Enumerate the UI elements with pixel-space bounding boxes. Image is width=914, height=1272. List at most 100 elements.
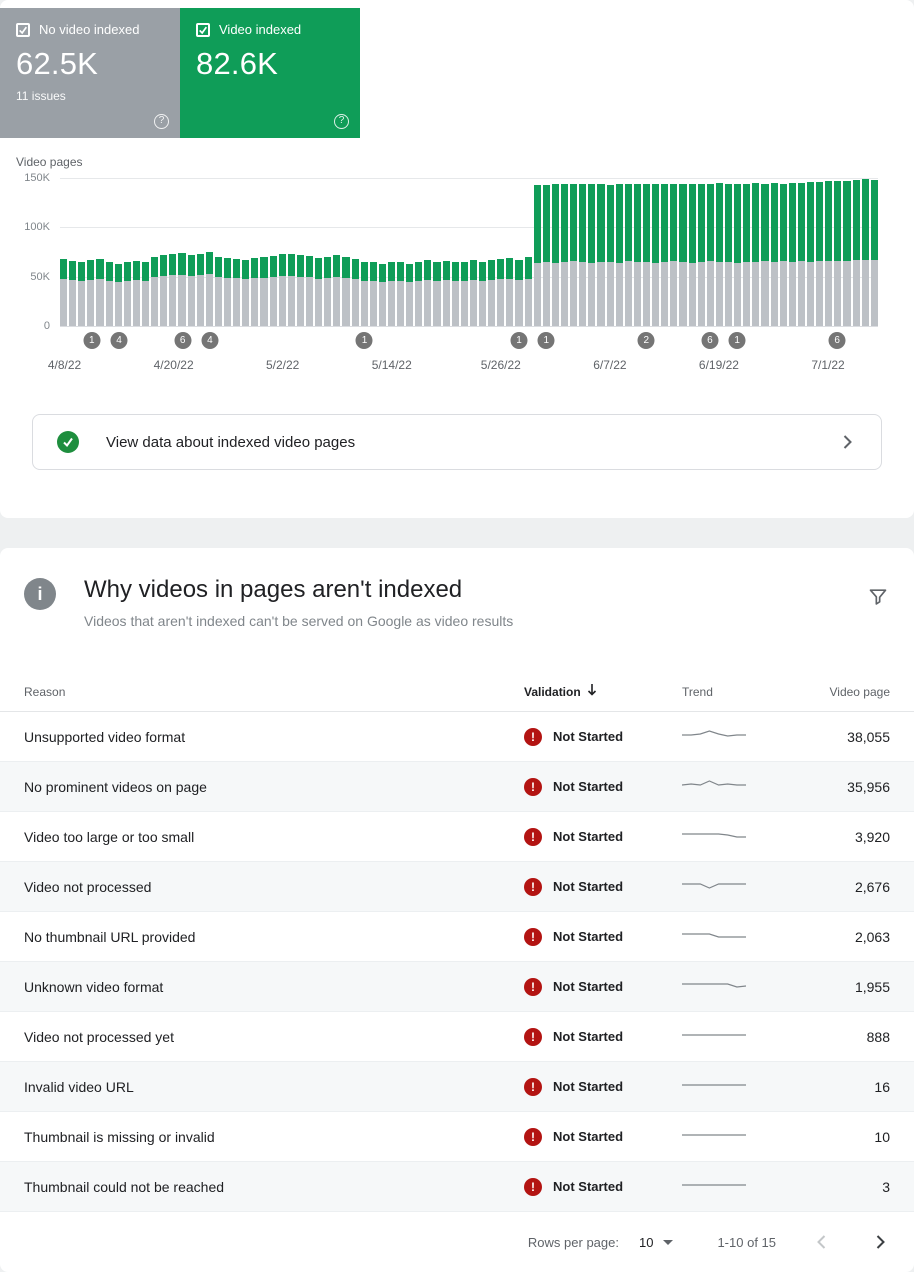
chart-bar[interactable]	[688, 178, 696, 326]
table-row[interactable]: Video not processed yet ! Not Started 88…	[0, 1012, 914, 1062]
chart-bar[interactable]	[169, 178, 177, 326]
chart-bar[interactable]	[360, 178, 368, 326]
chart-bar[interactable]	[315, 178, 323, 326]
chart-bar[interactable]	[506, 178, 514, 326]
chart-bar[interactable]	[278, 178, 286, 326]
chart-bar[interactable]	[96, 178, 104, 326]
chart-bar[interactable]	[679, 178, 687, 326]
chart-bar[interactable]	[633, 178, 641, 326]
checkbox-checked-icon[interactable]	[16, 22, 30, 37]
chart-bar[interactable]	[60, 178, 68, 326]
annotation-marker[interactable]: 1	[510, 332, 528, 349]
chart-bar[interactable]	[770, 178, 778, 326]
chart-bar[interactable]	[524, 178, 532, 326]
chart-bar[interactable]	[734, 178, 742, 326]
annotation-marker[interactable]: 6	[701, 332, 719, 349]
chart-bar[interactable]	[324, 178, 332, 326]
chart-bar[interactable]	[196, 178, 204, 326]
rows-per-page-select[interactable]: 10	[639, 1235, 674, 1250]
chart-bar[interactable]	[87, 178, 95, 326]
chart-bar[interactable]	[788, 178, 796, 326]
chart-bar[interactable]	[469, 178, 478, 326]
chart-bar[interactable]	[570, 178, 578, 326]
chart-bar[interactable]	[442, 178, 450, 326]
chart-bar[interactable]	[78, 178, 86, 326]
chart-bar[interactable]	[670, 178, 678, 326]
table-row[interactable]: Video not processed ! Not Started 2,676	[0, 862, 914, 912]
chart-bar[interactable]	[160, 178, 168, 326]
column-header-trend[interactable]: Trend	[682, 684, 713, 699]
chart-bar[interactable]	[533, 178, 541, 326]
table-row[interactable]: Thumbnail is missing or invalid ! Not St…	[0, 1112, 914, 1162]
table-row[interactable]: No prominent videos on page ! Not Starte…	[0, 762, 914, 812]
chart-bar[interactable]	[251, 178, 259, 326]
chart-bar[interactable]	[132, 178, 140, 326]
table-row[interactable]: No thumbnail URL provided ! Not Started …	[0, 912, 914, 962]
chart-bar[interactable]	[579, 178, 587, 326]
chart-bar[interactable]	[460, 178, 468, 326]
chart-bar[interactable]	[615, 178, 623, 326]
view-indexed-data-link[interactable]: View data about indexed video pages	[32, 414, 882, 470]
chart-bar[interactable]	[542, 178, 550, 326]
bar-plot[interactable]	[60, 178, 878, 326]
chart-bar[interactable]	[223, 178, 232, 326]
chart-bar[interactable]	[479, 178, 487, 326]
chart-bar[interactable]	[333, 178, 341, 326]
chart-bar[interactable]	[870, 178, 878, 326]
chart-bar[interactable]	[834, 178, 842, 326]
annotation-marker[interactable]: 1	[537, 332, 555, 349]
chart-bar[interactable]	[351, 178, 359, 326]
chart-bar[interactable]	[114, 178, 122, 326]
chart-bar[interactable]	[816, 178, 824, 326]
chart-bar[interactable]	[643, 178, 651, 326]
chart-bar[interactable]	[433, 178, 441, 326]
column-header-validation[interactable]: Validation	[524, 683, 682, 700]
column-header-reason[interactable]: Reason	[24, 684, 66, 699]
annotation-marker[interactable]: 1	[355, 332, 373, 349]
chart-bar[interactable]	[624, 178, 632, 326]
chart-bar[interactable]	[269, 178, 277, 326]
previous-page-button[interactable]	[810, 1230, 834, 1254]
chart-bar[interactable]	[843, 178, 851, 326]
chart-bar[interactable]	[369, 178, 377, 326]
chart-bar[interactable]	[69, 178, 77, 326]
column-header-video-page[interactable]: Video page	[829, 684, 890, 699]
table-row[interactable]: Video too large or too small ! Not Start…	[0, 812, 914, 862]
annotation-marker[interactable]: 6	[828, 332, 846, 349]
chart-bar[interactable]	[105, 178, 113, 326]
chart-bar[interactable]	[424, 178, 432, 326]
chart-bar[interactable]	[797, 178, 805, 326]
chart-bar[interactable]	[715, 178, 723, 326]
stacked-bar-chart[interactable]: 150K 100K 50K 0	[24, 172, 878, 332]
chart-bar[interactable]	[652, 178, 660, 326]
annotation-marker[interactable]: 2	[637, 332, 655, 349]
tile-video-indexed[interactable]: Video indexed 82.6K ?	[180, 8, 360, 138]
chart-bar[interactable]	[233, 178, 241, 326]
annotation-marker[interactable]: 4	[110, 332, 128, 349]
table-row[interactable]: Unknown video format ! Not Started 1,955	[0, 962, 914, 1012]
chart-bar[interactable]	[852, 178, 860, 326]
chart-bar[interactable]	[342, 178, 350, 326]
chart-bar[interactable]	[378, 178, 386, 326]
chart-bar[interactable]	[123, 178, 131, 326]
chart-bar[interactable]	[141, 178, 150, 326]
chart-bar[interactable]	[406, 178, 414, 326]
help-icon[interactable]: ?	[334, 114, 349, 129]
chart-bar[interactable]	[588, 178, 596, 326]
chart-bar[interactable]	[214, 178, 222, 326]
next-page-button[interactable]	[868, 1230, 892, 1254]
annotation-marker[interactable]: 4	[201, 332, 219, 349]
help-icon[interactable]: ?	[154, 114, 169, 129]
chart-bar[interactable]	[497, 178, 505, 326]
chart-bar[interactable]	[242, 178, 250, 326]
chart-bar[interactable]	[761, 178, 769, 326]
chart-bar[interactable]	[806, 178, 815, 326]
tile-no-video-indexed[interactable]: No video indexed 62.5K 11 issues ?	[0, 8, 180, 138]
chart-bar[interactable]	[752, 178, 760, 326]
chart-bar[interactable]	[287, 178, 295, 326]
annotation-marker[interactable]: 1	[83, 332, 101, 349]
chart-bar[interactable]	[597, 178, 605, 326]
table-row[interactable]: Unsupported video format ! Not Started 3…	[0, 712, 914, 762]
annotation-marker[interactable]: 6	[174, 332, 192, 349]
chart-bar[interactable]	[415, 178, 423, 326]
